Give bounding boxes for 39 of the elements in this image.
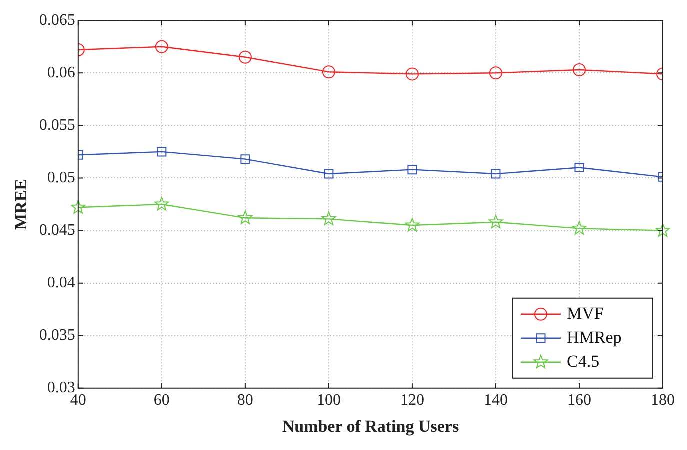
point [488, 214, 504, 229]
y-axis-title: MREE [12, 179, 31, 230]
x-tick-label: 180 [651, 392, 675, 410]
x-axis-title: Number of Rating Users [282, 417, 460, 436]
y-tick-label: 0.04 [47, 274, 76, 292]
point [240, 154, 250, 164]
point [405, 218, 420, 232]
point [154, 197, 170, 211]
x-tick-label: 140 [484, 392, 508, 410]
point [572, 63, 586, 76]
point [572, 221, 587, 235]
point [489, 66, 502, 80]
y-tick-label: 0.06 [47, 64, 76, 82]
point [406, 68, 419, 81]
point [491, 169, 501, 179]
y-tick-label: 0.045 [39, 222, 76, 239]
point [155, 40, 168, 54]
x-tick-label: 80 [237, 392, 254, 410]
y-tick-label: 0.065 [39, 12, 76, 29]
legend-label: MVF [567, 304, 604, 323]
x-tick-label: 100 [316, 392, 341, 410]
x-tick-label: 160 [567, 392, 592, 410]
y-tick-label: 0.055 [39, 116, 76, 134]
x-tick-label: 60 [154, 392, 170, 410]
point [238, 210, 253, 224]
point [324, 169, 334, 179]
y-tick-label: 0.05 [47, 169, 76, 186]
point [322, 66, 336, 79]
y-tick-label: 0.035 [39, 327, 76, 344]
point [238, 50, 252, 64]
legend-label: C4.5 [567, 352, 600, 371]
point [408, 165, 418, 175]
point [157, 147, 167, 157]
point [656, 223, 670, 237]
point [71, 200, 86, 214]
point [574, 162, 584, 172]
x-tick-label: 120 [400, 392, 424, 410]
legend-label: HMRep [567, 328, 622, 347]
point [322, 212, 336, 226]
